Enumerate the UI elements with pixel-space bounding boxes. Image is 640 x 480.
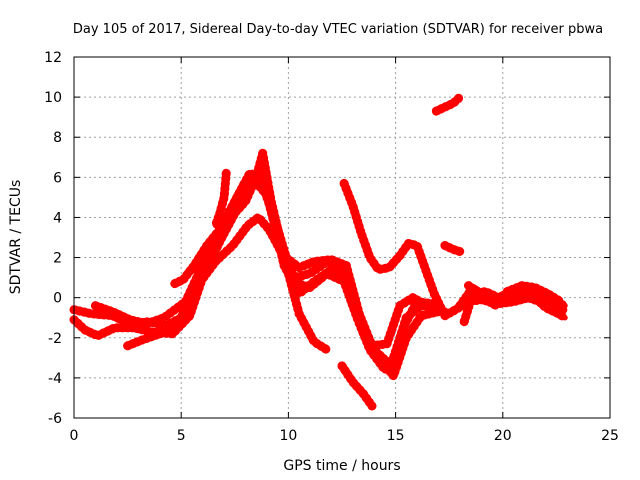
y-tick-labels: -6 -4 -2 0 2 4 6 8 10 12 [44, 50, 62, 427]
x-tick-labels: 0 5 10 15 20 25 [70, 428, 619, 444]
x-tick-label: 15 [387, 428, 405, 444]
y-tick-label: 0 [53, 291, 62, 307]
chart-title: Day 105 of 2017, Sidereal Day-to-day VTE… [73, 22, 603, 37]
data-series-group [69, 92, 570, 411]
series-track-8-markers [337, 361, 377, 411]
series-track-7 [341, 180, 446, 315]
y-tick-label: 12 [44, 50, 62, 66]
y-tick-label: 6 [53, 170, 62, 186]
y-tick-label: 10 [44, 90, 62, 106]
x-axis-label: GPS time / hours [283, 458, 400, 474]
series-track-7-markers [339, 178, 448, 317]
y-tick-label: -4 [48, 371, 62, 387]
x-tick-label: 0 [70, 428, 79, 444]
y-axis-label: SDTVAR / TECUs [8, 180, 24, 295]
y-tick-label: -2 [48, 331, 62, 347]
series-track-6-markers [211, 168, 231, 230]
axis-ticks [73, 56, 611, 419]
series-track-9-markers [431, 92, 465, 116]
x-tick-label: 10 [279, 428, 297, 444]
plot-frame [73, 56, 611, 419]
y-tick-label: 4 [53, 210, 62, 226]
y-tick-label: 2 [53, 251, 62, 267]
x-tick-label: 20 [494, 428, 512, 444]
x-tick-label: 25 [601, 428, 619, 444]
series-track-10-markers [440, 241, 465, 256]
x-tick-label: 5 [177, 428, 186, 444]
y-tick-label: 8 [53, 130, 62, 146]
series-track-14-markers [455, 281, 566, 311]
y-tick-label: -6 [48, 411, 62, 427]
series-track-5-markers [170, 148, 332, 355]
